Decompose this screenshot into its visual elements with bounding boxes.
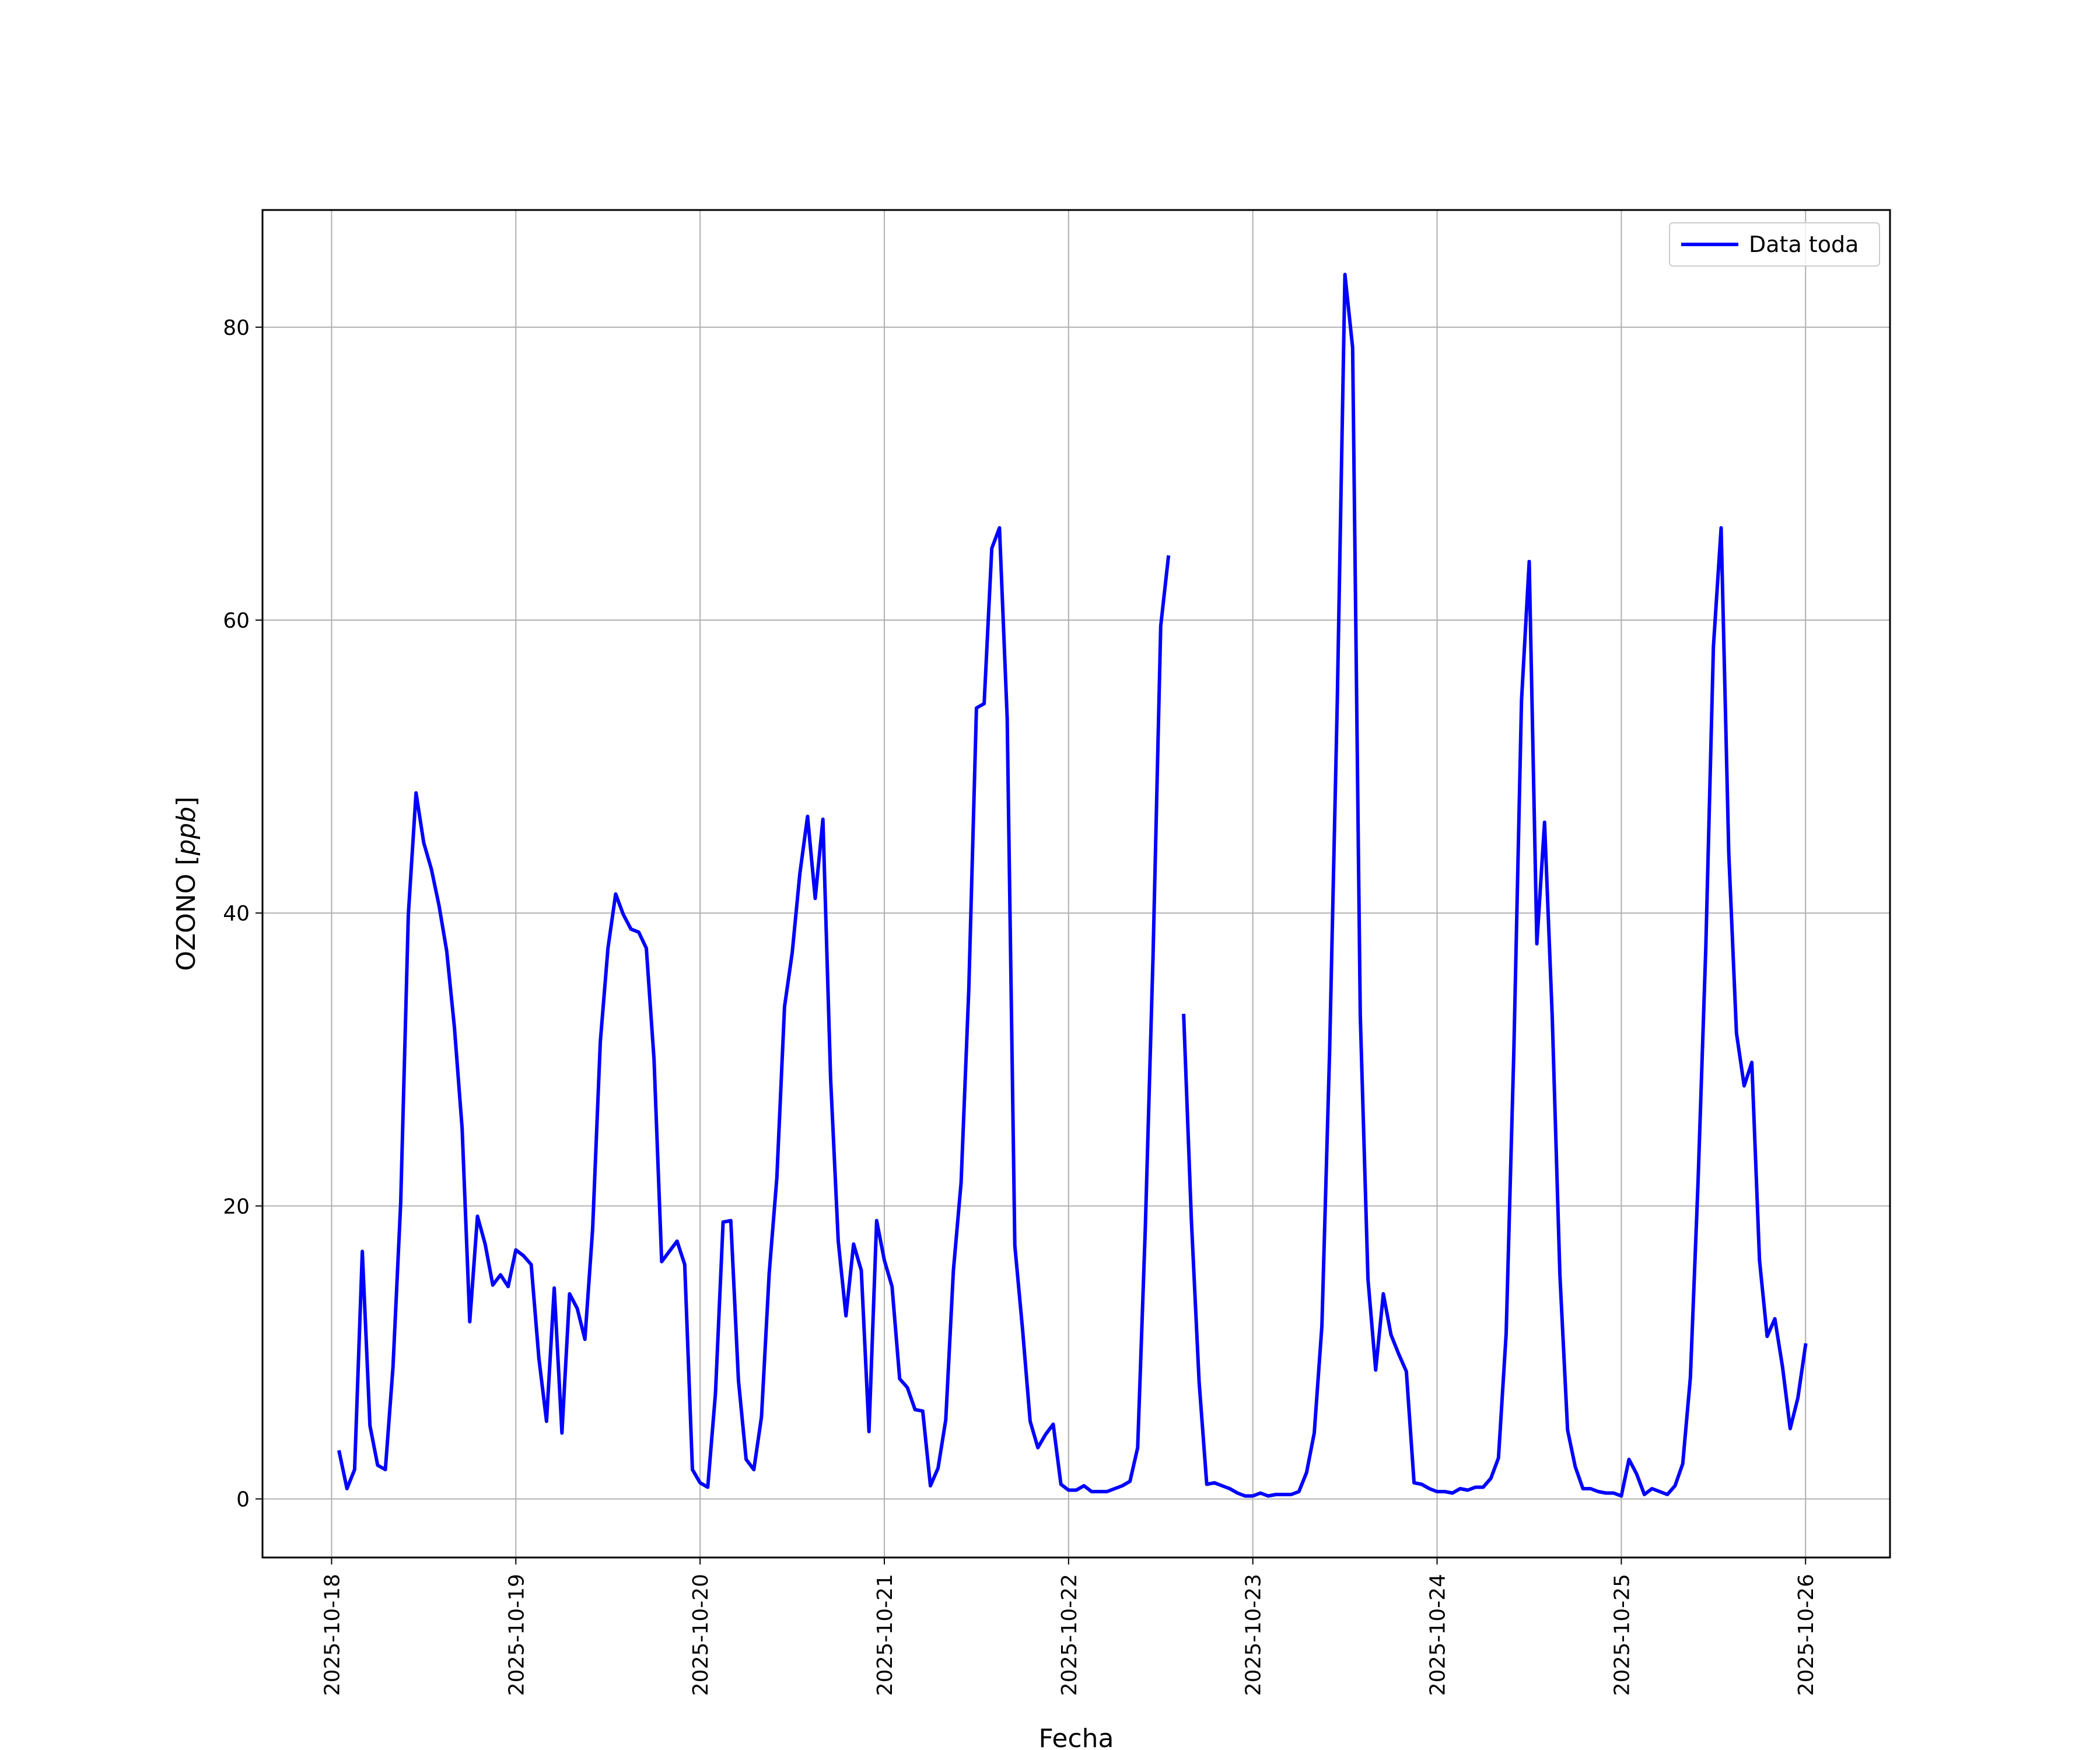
- y-tick-label: 80: [223, 316, 250, 340]
- y-tick-label: 40: [223, 902, 250, 926]
- y-tick-label: 0: [236, 1488, 250, 1512]
- y-axis-label: OZONO [ppb]: [172, 796, 201, 971]
- y-tick-label: 60: [223, 609, 250, 633]
- x-axis-label: Fecha: [1038, 1724, 1114, 1750]
- y-axis-label-close: ]: [172, 796, 201, 806]
- x-tick-label: 2025-10-23: [1242, 1574, 1266, 1696]
- y-tick-label: 20: [223, 1195, 250, 1219]
- x-tick-label: 2025-10-25: [1610, 1574, 1634, 1696]
- x-tick-label: 2025-10-19: [505, 1574, 528, 1696]
- legend: Data toda: [1669, 222, 1880, 267]
- x-tick-label: 2025-10-18: [320, 1574, 344, 1696]
- legend-box: [1669, 222, 1880, 267]
- plot-area-frame: [261, 209, 1891, 1559]
- series-line-data-toda: [1182, 272, 1808, 1498]
- x-tick-label: 2025-10-26: [1794, 1574, 1818, 1696]
- series-line-data-toda: [337, 526, 1171, 1493]
- series-layer: [337, 272, 1808, 1498]
- x-axis-ticks: 2025-10-18 2025-10-19 2025-10-20 2025-10-21…: [320, 1558, 1818, 1696]
- y-axis-label-unit: ppb: [172, 807, 201, 856]
- x-tick-label: 2025-10-21: [873, 1574, 897, 1696]
- y-axis-label-main: OZONO [: [172, 855, 201, 971]
- x-tick-label: 2025-10-20: [689, 1574, 713, 1696]
- grid-lines: [262, 210, 1890, 1558]
- x-tick-label: 2025-10-24: [1426, 1574, 1450, 1696]
- legend-label-data-toda: Data toda: [1749, 232, 1859, 257]
- y-axis-ticks: 0 20 40 60 80: [223, 316, 262, 1512]
- x-tick-label: 2025-10-22: [1058, 1574, 1082, 1696]
